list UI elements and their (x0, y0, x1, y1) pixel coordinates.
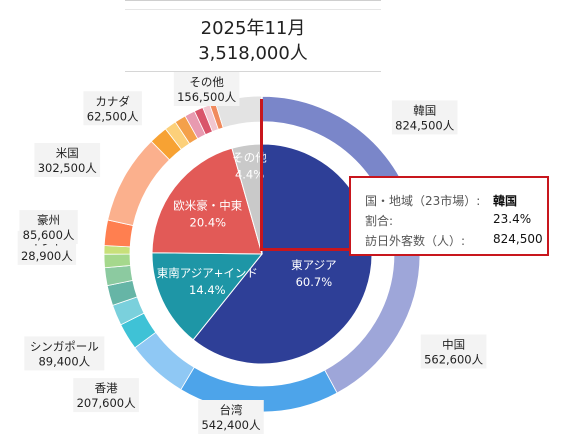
outer-label-value-3: 207,600人 (77, 396, 137, 410)
tooltip-share-key: 割合: (365, 214, 394, 228)
outer-label-name-2: 台湾 (219, 403, 242, 417)
outer-label-value-9: 28,900人 (21, 249, 73, 263)
highlight-line-vertical (260, 99, 263, 251)
inner-label-name-2: 欧米豪・中東 (173, 199, 242, 213)
tooltip-row-visitors: 訪日外客数（人）: 824,500 (365, 232, 543, 250)
header-divider (125, 1, 381, 10)
outer-label-value-12: 62,500人 (87, 109, 139, 123)
outer-label-value-19: 156,500人 (177, 90, 237, 104)
outer-label-value-1: 562,600人 (424, 353, 484, 367)
inner-slice-1[interactable] (151, 252, 264, 341)
outer-label-name-4: シンガポール (30, 339, 99, 353)
outer-label-name-1: 中国 (442, 338, 465, 352)
outer-label-value-10: 85,600人 (23, 228, 75, 242)
inner-label-percent-2: 20.4% (190, 216, 227, 230)
highlight-line-horizontal (260, 248, 350, 251)
inner-label-percent-0: 60.7% (296, 275, 333, 289)
inner-slice-2[interactable] (151, 147, 263, 255)
outer-label-box-1 (420, 334, 487, 369)
outer-label-value-2: 542,400人 (201, 418, 261, 432)
tooltip-market-value: 韓国 (493, 194, 518, 208)
outer-label-box-2 (198, 400, 264, 434)
outer-label-box-4 (24, 336, 105, 371)
outer-label-name-19: その他 (189, 75, 224, 89)
outer-label-box-0 (391, 100, 458, 135)
inner-label-percent-1: 14.4% (189, 283, 226, 297)
tooltip-visitors-key: 訪日外客数（人）: (365, 234, 466, 248)
inner-label-percent-3: 4.4% (235, 168, 264, 182)
tooltip-market-key: 国・地域（23市場）: (365, 194, 481, 208)
outer-label-name-11: 米国 (56, 146, 79, 160)
header-month: 2025年11月 (200, 18, 306, 39)
outer-label-name-10: 豪州 (37, 213, 60, 227)
tooltip-panel: 国・地域（23市場）: 韓国 割合: 23.4% 訪日外客数（人）: 824,5… (349, 176, 549, 256)
outer-label-name-12: カナダ (95, 94, 130, 108)
outer-label-box-19 (173, 72, 240, 106)
inner-slice-0[interactable] (192, 143, 373, 365)
outer-slice-8[interactable] (103, 253, 131, 269)
outer-label-box-12 (83, 91, 142, 126)
outer-label-name-0: 韓国 (413, 103, 436, 117)
outer-label-value-0: 824,500人 (395, 118, 455, 132)
tooltip-row-market: 国・地域（23市場）: 韓国 (365, 192, 539, 210)
inner-label-name-3: その他 (232, 151, 267, 165)
inner-label-name-0: 東アジア (291, 258, 337, 272)
inner-label-name-1: 東南アジア+インド (157, 266, 258, 280)
outer-label-box-3 (73, 378, 139, 413)
outer-label-value-4: 89,400人 (38, 354, 90, 368)
tooltip-row-share: 割合: 23.4% (365, 212, 539, 230)
outer-label-name-3: 香港 (95, 381, 118, 395)
chart-header: 2025年11月 3,518,000人 (125, 0, 381, 72)
outer-label-value-11: 302,500人 (38, 161, 98, 175)
tooltip-visitors-value: 824,500 (493, 232, 543, 246)
outer-label-box-10 (19, 210, 78, 245)
outer-label-box-11 (34, 142, 101, 177)
header-total-visitors: 3,518,000人 (198, 43, 308, 64)
tooltip-share-value: 23.4% (493, 212, 532, 226)
